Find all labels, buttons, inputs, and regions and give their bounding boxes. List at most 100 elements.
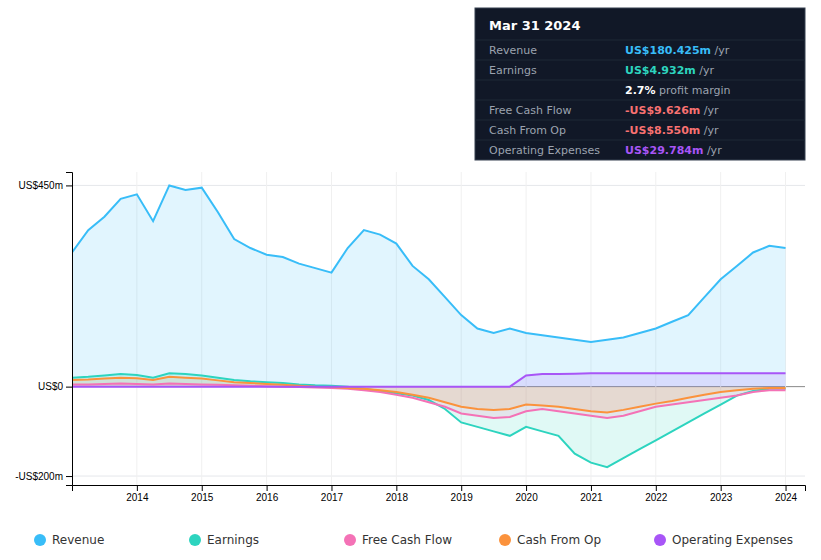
x-tick: 2016 [256, 485, 279, 503]
legend-item: Cash From Op [499, 533, 601, 547]
series-line [72, 373, 786, 467]
x-tick-mark [331, 485, 332, 491]
x-tick: 2021 [580, 485, 603, 503]
x-axis-line [73, 486, 806, 492]
y-tick: US$0 [38, 381, 72, 392]
info-box-background [475, 8, 805, 160]
x-tick-label: 2024 [775, 492, 798, 503]
info-box-divider [475, 100, 805, 101]
legend-item: Earnings [189, 533, 259, 547]
info-row-value: -US$9.626m [625, 104, 700, 117]
legend-marker [34, 534, 46, 546]
info-row-label: Operating Expenses [489, 144, 600, 157]
y-tick-label: US$0 [38, 381, 63, 392]
info-box-divider [475, 80, 805, 81]
legend-marker [499, 534, 511, 546]
x-tick-label: 2016 [256, 492, 279, 503]
y-tick-label: US$450m [19, 180, 63, 191]
info-row-value: US$29.784m [625, 144, 703, 157]
x-tick-label: 2019 [451, 492, 474, 503]
x-tick-mark [396, 485, 397, 491]
info-row-label: Earnings [489, 64, 537, 77]
x-tick-label: 2017 [321, 492, 344, 503]
x-tick-mark [591, 485, 592, 491]
x-tick-mark [267, 485, 268, 491]
x-tick: 2020 [515, 485, 538, 503]
legend: Revenue Earnings Free Cash Flow Cash From O… [34, 533, 793, 547]
plot-area [72, 185, 786, 467]
series-line [72, 373, 786, 386]
legend-label: Earnings [207, 533, 259, 547]
legend-marker [654, 534, 666, 546]
y-tick: -US$200m [15, 471, 72, 482]
y-tick-mark [66, 185, 72, 186]
x-axis: 2014 2015 2016 2017 2018 2019 2020 2021 2022 2023… [73, 485, 806, 503]
x-tick: 2024 [775, 485, 798, 503]
series-area [72, 185, 786, 386]
legend-label: Cash From Op [517, 533, 601, 547]
legend-marker [344, 534, 356, 546]
legend-item: Operating Expenses [654, 533, 793, 547]
chart: 2014 2015 2016 2017 2018 2019 2020 2021 2022 2023… [0, 0, 821, 560]
x-tick: 2018 [386, 485, 409, 503]
info-box-divider [475, 60, 805, 61]
info-row-suffix: /yr [703, 144, 722, 157]
x-tick-label: 2014 [126, 492, 149, 503]
info-row-value: 2.7% [625, 84, 656, 97]
x-tick: 2023 [710, 485, 733, 503]
x-tick: 2015 [191, 485, 214, 503]
series-line [72, 185, 786, 342]
legend-label: Free Cash Flow [362, 533, 452, 547]
title: Mar 31 2024 [489, 18, 580, 33]
info-row: US$4.932m /yr [625, 64, 714, 77]
x-tick-label: 2018 [386, 492, 409, 503]
series-line [72, 377, 786, 413]
x-tick: 2014 [126, 485, 149, 503]
info-row-label: Free Cash Flow [489, 104, 572, 117]
grid [72, 172, 805, 485]
legend-label: Operating Expenses [672, 533, 793, 547]
series-line [72, 383, 786, 417]
info-box: Mar 31 2024 Revenue US$180.425m /yr Earning… [475, 8, 805, 160]
info-row: -US$9.626m /yr [625, 104, 719, 117]
x-tick: 2017 [321, 485, 344, 503]
x-tick-mark [656, 485, 657, 491]
info-row-value: US$180.425m [625, 44, 711, 57]
legend-label: Revenue [52, 533, 104, 547]
info-row-suffix: /yr [711, 44, 730, 57]
x-tick-mark [786, 485, 787, 491]
info-row-suffix: /yr [696, 64, 715, 77]
x-tick-mark [202, 485, 203, 491]
x-tick: 2019 [451, 485, 474, 503]
y-grid-line [72, 185, 805, 186]
x-tick: 2022 [645, 485, 668, 503]
x-tick-label: 2023 [710, 492, 733, 503]
y-tick-mark [66, 387, 72, 388]
x-grid-line [526, 172, 527, 485]
x-tick-mark [526, 485, 527, 491]
info-row-suffix: profit margin [656, 84, 731, 97]
info-row-value: -US$8.550m [625, 124, 700, 137]
x-tick-mark [461, 485, 462, 491]
info-box-divider [475, 40, 805, 41]
info-row-suffix: /yr [700, 124, 719, 137]
info-row: US$29.784m /yr [625, 144, 722, 157]
x-tick-mark [721, 485, 722, 491]
info-box-divider [475, 120, 805, 121]
series-area [72, 373, 786, 467]
info-row: US$180.425m /yr [625, 44, 730, 57]
y-tick: US$450m [19, 180, 72, 191]
x-tick-label: 2015 [191, 492, 214, 503]
info-row: -US$8.550m /yr [625, 124, 719, 137]
info-row-label: Revenue [489, 44, 537, 57]
legend-marker [189, 534, 201, 546]
y-grid-line [72, 476, 805, 477]
info-row-value: US$4.932m [625, 64, 696, 77]
info-row-suffix: /yr [700, 104, 719, 117]
x-tick-label: 2020 [515, 492, 538, 503]
y-tick-label: -US$200m [15, 471, 63, 482]
y-tick-mark [66, 476, 72, 477]
y-axis-line [66, 173, 73, 486]
info-row-label: Cash From Op [489, 124, 566, 137]
info-box-divider [475, 140, 805, 141]
